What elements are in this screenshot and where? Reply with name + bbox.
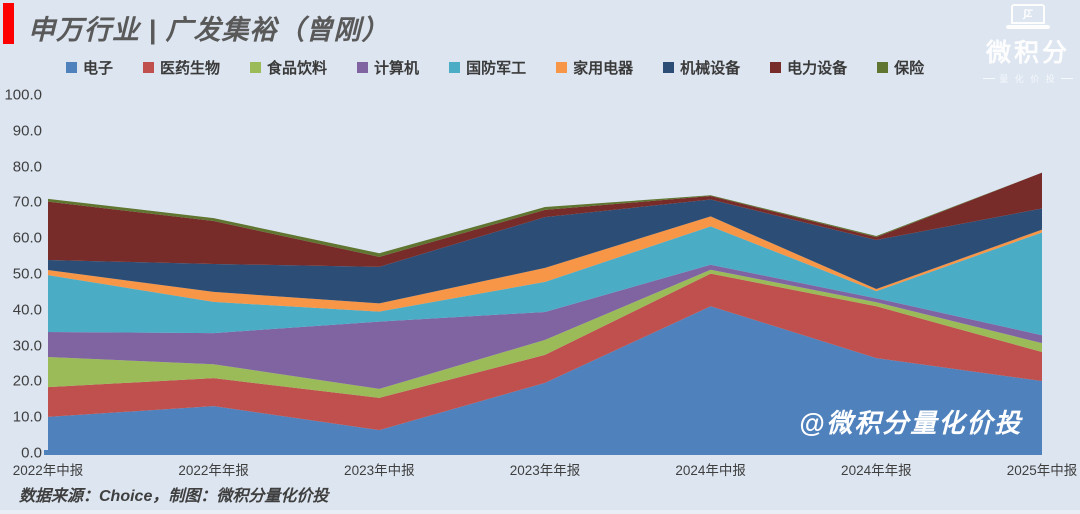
page-title: 申万行业 | 广发集裕（曾刚） [28, 15, 390, 45]
area-series-计算机 [48, 264, 1042, 389]
x-axis-line [44, 450, 1042, 455]
x-tick-label: 2023年中报 [344, 463, 415, 478]
legend-item-电子: 电子 [66, 57, 113, 78]
legend-label: 国防军工 [466, 59, 527, 77]
brand-name: 微积分 [985, 39, 1070, 67]
legend-item-国防军工: 国防军工 [449, 57, 526, 78]
x-tick-label: 2024年中报 [675, 463, 746, 478]
legend-item-医药生物: 医药生物 [143, 57, 220, 78]
integral-sigma-laptop-icon: ∫Σ [1011, 4, 1045, 24]
legend-swatch-icon [556, 61, 568, 73]
area-series-保险 [48, 172, 1042, 257]
legend-swatch-icon [877, 61, 889, 73]
title-accent-bar [3, 3, 14, 44]
x-tick-label: 2022年中报 [12, 463, 84, 478]
area-series-国防军工 [48, 226, 1042, 336]
y-tick-label: 100.0 [4, 86, 42, 104]
y-tick-label: 30.0 [12, 337, 42, 355]
y-tick-label: 10.0 [12, 408, 42, 426]
legend-swatch-icon [143, 61, 155, 73]
legend-label: 机械设备 [680, 59, 741, 77]
legend-label: 电子 [83, 59, 114, 77]
legend-swatch-icon [770, 61, 782, 73]
integral-sigma-glyph: ∫Σ [1023, 7, 1033, 20]
legend-item-食品饮料: 食品饮料 [250, 57, 327, 78]
legend-label: 电力设备 [787, 59, 848, 77]
y-tick-label: 70.0 [12, 193, 42, 211]
y-tick-label: 60.0 [12, 229, 42, 247]
y-tick-label: 40.0 [12, 301, 42, 319]
legend-label: 计算机 [374, 59, 420, 77]
brand-tagline: 量 化 价 投 [983, 72, 1073, 85]
area-series-机械设备 [48, 199, 1042, 304]
legend-item-电力设备: 电力设备 [770, 57, 847, 78]
x-tick-label: 2022年年报 [178, 463, 249, 478]
legend-item-保险: 保险 [877, 57, 924, 78]
area-series-医药生物 [48, 273, 1042, 431]
legend-swatch-icon [449, 61, 461, 73]
bottom-edge-strip [0, 510, 1080, 514]
area-series-电力设备 [48, 172, 1042, 267]
y-tick-label: 50.0 [12, 265, 42, 283]
legend-swatch-icon [357, 61, 369, 73]
legend-label: 食品饮料 [267, 59, 328, 77]
legend-label: 医药生物 [160, 59, 221, 77]
watermark: @微积分量化价投 [799, 408, 1023, 438]
y-tick-label: 90.0 [12, 122, 42, 140]
laptop-base-icon [1006, 25, 1050, 29]
x-tick-label: 2025年中报 [1006, 463, 1078, 478]
brand-tagline-text: 量 化 价 投 [999, 74, 1057, 84]
footer-source-note: 数据来源：Choice，制图：微积分量化价投 [19, 488, 329, 505]
y-tick-label: 20.0 [12, 372, 42, 390]
x-tick-label: 2023年年报 [509, 463, 581, 478]
legend-label: 保险 [894, 59, 925, 77]
legend-label: 家用电器 [573, 59, 634, 77]
x-tick-label: 2024年年报 [841, 463, 912, 478]
chart-legend: 电子 医药生物 食品饮料 计算机 国防军工 家用电器 机械设备 电力设备 保险 [66, 57, 924, 78]
legend-item-机械设备: 机械设备 [663, 57, 740, 78]
legend-swatch-icon [663, 61, 675, 73]
legend-swatch-icon [250, 61, 262, 73]
brand-logo: ∫Σ 微积分 量 化 价 投 [980, 4, 1076, 85]
y-tick-label: 0.0 [21, 444, 42, 462]
legend-item-计算机: 计算机 [357, 57, 419, 78]
decorative-line [983, 78, 996, 79]
area-series-电子 [48, 306, 1042, 453]
y-tick-label: 80.0 [12, 158, 42, 176]
decorative-line [1060, 78, 1073, 79]
legend-swatch-icon [66, 61, 77, 73]
legend-item-家用电器: 家用电器 [556, 57, 633, 78]
